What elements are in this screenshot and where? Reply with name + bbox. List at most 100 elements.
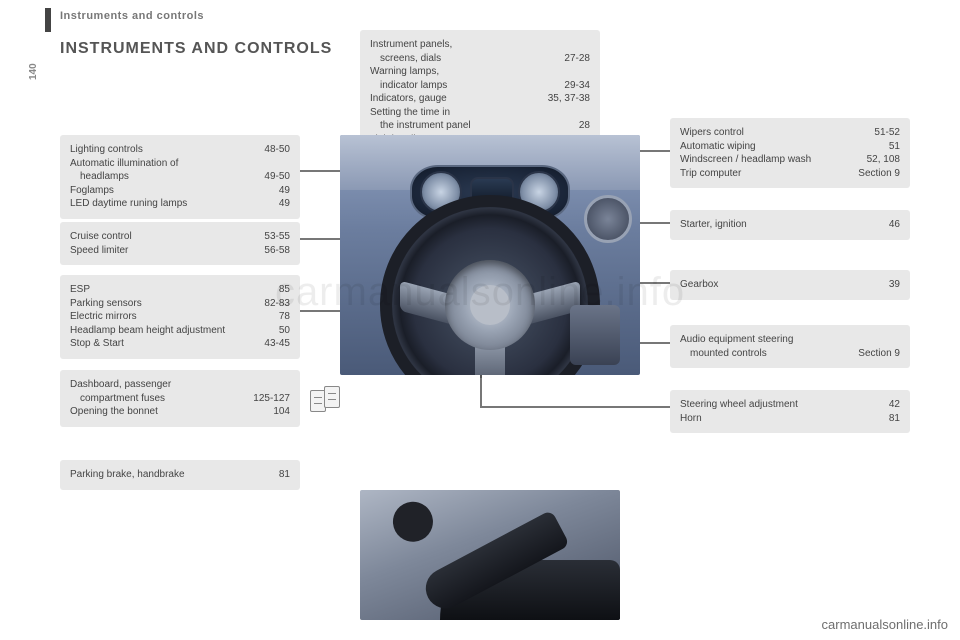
row-page: 39 [832, 278, 900, 292]
table-row: Opening the bonnet104 [70, 405, 290, 419]
row-page [519, 65, 590, 79]
table-row: Foglamps49 [70, 184, 290, 198]
table-row: indicator lamps29-34 [370, 79, 590, 93]
row-page: 104 [225, 405, 290, 419]
row-label: Instrument panels, [370, 38, 519, 52]
row-label: Automatic illumination of [70, 157, 243, 171]
box-gearbox: Gearbox39 [670, 270, 910, 300]
row-label: Audio equipment steering [680, 333, 835, 347]
row-page [225, 378, 290, 392]
row-label: Electric mirrors [70, 310, 253, 324]
table-row: Parking sensors82-83 [70, 297, 290, 311]
watermark-corner: carmanualsonline.info [822, 617, 948, 632]
row-page: 49 [243, 184, 290, 198]
row-page: 48-50 [243, 143, 290, 157]
row-page: 51 [841, 140, 900, 154]
row-label: Trip computer [680, 167, 841, 181]
table-row: screens, dials27-28 [370, 52, 590, 66]
row-page: Section 9 [835, 347, 900, 361]
fuse-icon [310, 386, 344, 416]
row-label: Windscreen / headlamp wash [680, 153, 841, 167]
row-page: 85 [253, 283, 290, 297]
box-parking-brake: Parking brake, handbrake81 [60, 460, 300, 490]
box-audio-steering: Audio equipment steeringmounted controls… [670, 325, 910, 368]
table-row: Automatic wiping51 [680, 140, 900, 154]
row-label: Warning lamps, [370, 65, 519, 79]
box-wipers: Wipers control51-52Automatic wiping51Win… [670, 118, 910, 188]
row-page: 81 [872, 412, 900, 426]
row-label: Headlamp beam height adjustment [70, 324, 253, 338]
row-page: 125-127 [225, 392, 290, 406]
row-label: Lighting controls [70, 143, 243, 157]
table-row: Speed limiter56-58 [70, 244, 290, 258]
row-page: 51-52 [841, 126, 900, 140]
row-label: headlamps [70, 170, 243, 184]
table-row: Audio equipment steering [680, 333, 900, 347]
brand-badge-icon [470, 285, 510, 325]
table-row: Starter, ignition46 [680, 218, 900, 232]
box-cruise-control: Cruise control53-55Speed limiter56-58 [60, 222, 300, 265]
row-page: 52, 108 [841, 153, 900, 167]
row-label: Steering wheel adjustment [680, 398, 872, 412]
table-row: Wipers control51-52 [680, 126, 900, 140]
row-page [519, 38, 590, 52]
row-label: Horn [680, 412, 872, 426]
row-page: 29-34 [519, 79, 590, 93]
row-label: Starter, ignition [680, 218, 855, 232]
row-label: the instrument panel [370, 119, 519, 133]
table-row: Warning lamps, [370, 65, 590, 79]
row-label: Wipers control [680, 126, 841, 140]
table-row: Cruise control53-55 [70, 230, 290, 244]
table-row: the instrument panel28 [370, 119, 590, 133]
box-steering-wheel: Steering wheel adjustment42Horn81 [670, 390, 910, 433]
row-page: 28 [519, 119, 590, 133]
dashboard-photo [340, 135, 640, 375]
box-esp: ESP85Parking sensors82-83Electric mirror… [60, 275, 300, 359]
table-row: Setting the time in [370, 106, 590, 120]
row-label: LED daytime runing lamps [70, 197, 243, 211]
row-label: mounted controls [680, 347, 835, 361]
row-label: Parking sensors [70, 297, 253, 311]
table-row: compartment fuses125-127 [70, 392, 290, 406]
row-page: 49 [243, 197, 290, 211]
row-label: Speed limiter [70, 244, 216, 258]
table-row: Horn81 [680, 412, 900, 426]
manual-page: Instruments and controls INSTRUMENTS AND… [0, 0, 960, 640]
row-label: Cruise control [70, 230, 216, 244]
table-row: Windscreen / headlamp wash52, 108 [680, 153, 900, 167]
row-page: 49-50 [243, 170, 290, 184]
page-title: INSTRUMENTS AND CONTROLS [60, 40, 332, 58]
row-page: 42 [872, 398, 900, 412]
table-row: Steering wheel adjustment42 [680, 398, 900, 412]
box-dashboard-fuses: Dashboard, passengercompartment fuses125… [60, 370, 300, 427]
row-page: 43-45 [253, 337, 290, 351]
table-row: Indicators, gauge35, 37-38 [370, 92, 590, 106]
leader-line [638, 150, 670, 152]
table-row: Instrument panels, [370, 38, 590, 52]
row-label: Stop & Start [70, 337, 253, 351]
row-page: 50 [253, 324, 290, 338]
row-page [243, 157, 290, 171]
row-label: screens, dials [370, 52, 519, 66]
row-label: compartment fuses [70, 392, 225, 406]
table-row: mounted controlsSection 9 [680, 347, 900, 361]
row-label: Foglamps [70, 184, 243, 198]
row-label: Parking brake, handbrake [70, 468, 261, 482]
table-row: Stop & Start43-45 [70, 337, 290, 351]
table-row: Gearbox39 [680, 278, 900, 292]
page-number: 140 [28, 63, 39, 80]
row-page: 81 [261, 468, 290, 482]
row-page: 78 [253, 310, 290, 324]
row-label: ESP [70, 283, 253, 297]
air-vent-icon [584, 195, 632, 243]
table-row: Trip computerSection 9 [680, 167, 900, 181]
row-page [835, 333, 900, 347]
row-page [519, 106, 590, 120]
table-row: headlamps49-50 [70, 170, 290, 184]
row-page: 82-83 [253, 297, 290, 311]
gear-lever-icon [570, 305, 620, 365]
row-label: Indicators, gauge [370, 92, 519, 106]
row-page: 53-55 [216, 230, 290, 244]
table-row: Headlamp beam height adjustment50 [70, 324, 290, 338]
row-label: Gearbox [680, 278, 832, 292]
